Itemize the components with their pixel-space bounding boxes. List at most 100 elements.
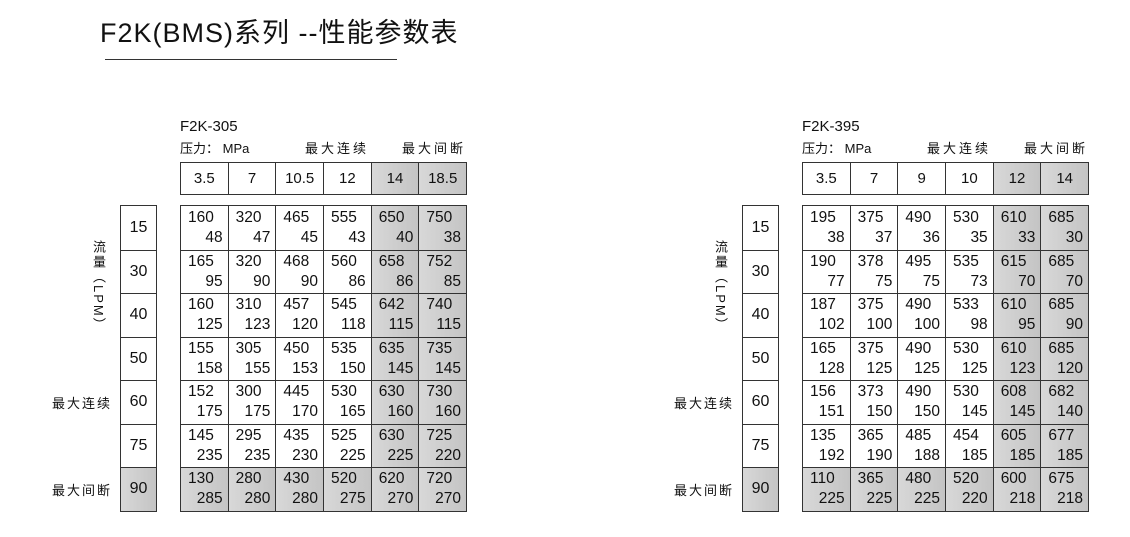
- cell-bottom-value: 35: [970, 228, 988, 246]
- table-cell: 642 115: [370, 294, 419, 337]
- cell-bottom-value: 160: [435, 403, 462, 421]
- cell-top-value: 468: [283, 252, 310, 270]
- max-intermittent-row-label: 最大间断: [674, 483, 735, 498]
- cell-bottom-value: 100: [914, 316, 941, 334]
- table-cell: 535 73: [945, 250, 993, 293]
- cell-bottom-value: 73: [970, 272, 988, 290]
- flow-cell: 75: [743, 423, 778, 468]
- table-cell: 320 47: [227, 206, 276, 250]
- cell-bottom-value: 185: [961, 446, 988, 464]
- cell-top-value: 195: [810, 208, 836, 226]
- table-cell: 365 190: [849, 424, 898, 467]
- cell-bottom-value: 120: [1057, 359, 1084, 377]
- cell-top-value: 152: [188, 383, 214, 401]
- cell-bottom-value: 270: [435, 490, 462, 508]
- table-cell: 145 235: [181, 425, 228, 468]
- cell-top-value: 600: [1000, 470, 1027, 488]
- cell-top-value: 630: [378, 426, 405, 444]
- cell-bottom-value: 86: [348, 272, 366, 290]
- cell-top-value: 675: [1048, 470, 1075, 488]
- table-cell: 365 225: [849, 468, 898, 511]
- table-cell: 608 145: [992, 381, 1041, 424]
- table-cell: 135 192: [803, 425, 850, 468]
- table-cell: 485 188: [897, 424, 945, 467]
- cell-top-value: 490: [905, 383, 932, 401]
- cell-top-value: 685: [1048, 252, 1075, 270]
- table-cell: 430 280: [275, 468, 324, 511]
- cell-top-value: 682: [1048, 383, 1075, 401]
- table-cell: 375 37: [849, 206, 898, 250]
- table-cell: 635 145: [370, 337, 419, 380]
- table-cell: 160 125: [181, 294, 228, 337]
- table-cell: 735 145: [418, 337, 466, 380]
- table-cell: 480 225: [897, 468, 946, 511]
- cell-top-value: 535: [953, 252, 979, 270]
- cell-bottom-value: 151: [818, 403, 845, 421]
- table-cell: 545 118: [323, 294, 371, 337]
- cell-top-value: 156: [810, 383, 836, 401]
- cell-bottom-value: 125: [961, 359, 988, 377]
- cell-top-value: 490: [905, 208, 932, 226]
- cell-top-value: 480: [905, 470, 932, 488]
- cell-top-value: 305: [235, 339, 262, 357]
- flow-cell: 50: [743, 336, 778, 381]
- table-cell: 530 125: [945, 337, 993, 380]
- table-cell: 190 77: [803, 251, 850, 294]
- table-row: 165 128 375 125 490 125 530 125 610 123 685 120: [803, 336, 1088, 380]
- cell-top-value: 280: [235, 470, 262, 488]
- cell-bottom-value: 38: [443, 228, 462, 246]
- cell-top-value: 320: [235, 252, 262, 270]
- table-cell: 305 155: [227, 337, 276, 380]
- cell-bottom-value: 225: [339, 446, 366, 464]
- cell-top-value: 165: [810, 339, 836, 357]
- table-row: 152 175 300 175 445 170 530 165 630 160 730 160: [181, 380, 466, 424]
- cell-bottom-value: 125: [866, 359, 893, 377]
- cell-bottom-value: 125: [196, 316, 223, 334]
- cell-top-value: 457: [283, 296, 310, 314]
- table-cell: 160 48: [181, 206, 228, 250]
- pressure-cell: 9: [897, 163, 945, 194]
- cell-top-value: 615: [1000, 252, 1027, 270]
- table-cell: 465 45: [275, 206, 323, 250]
- cell-top-value: 490: [905, 296, 932, 314]
- flow-cell: 90: [121, 467, 156, 511]
- cell-bottom-value: 185: [1057, 446, 1084, 464]
- cell-bottom-value: 275: [339, 490, 366, 508]
- flow-cell: 60: [121, 380, 156, 424]
- table-cell: 320 90: [227, 250, 276, 293]
- cell-bottom-value: 150: [914, 403, 941, 421]
- cell-top-value: 110: [810, 470, 835, 488]
- cell-top-value: 485: [905, 426, 932, 444]
- cell-top-value: 295: [235, 426, 262, 444]
- flow-cell: 30: [743, 249, 778, 294]
- cell-bottom-value: 85: [443, 272, 462, 290]
- cell-top-value: 373: [857, 383, 884, 401]
- table-cell: 195 38: [803, 206, 850, 250]
- table-cell: 650 40: [370, 206, 419, 250]
- cell-bottom-value: 150: [339, 359, 366, 377]
- cell-top-value: 545: [331, 296, 357, 314]
- cell-top-value: 555: [331, 208, 357, 226]
- flow-cell: 15: [129, 218, 148, 236]
- cell-top-value: 740: [426, 296, 453, 314]
- model-name: F2K-305: [180, 118, 238, 135]
- cell-bottom-value: 158: [196, 359, 223, 377]
- table-cell: 300 175: [227, 381, 276, 424]
- table-row: 165 95 320 90 468 90 560 86 658 86 752 85: [181, 249, 466, 293]
- cell-top-value: 520: [331, 470, 357, 488]
- cell-bottom-value: 100: [866, 316, 893, 334]
- cell-bottom-value: 230: [292, 446, 319, 464]
- table-cell: 630 160: [370, 381, 419, 424]
- cell-bottom-value: 36: [922, 228, 941, 246]
- cell-top-value: 630: [378, 383, 405, 401]
- table-cell: 605 185: [992, 424, 1041, 467]
- cell-bottom-value: 225: [866, 490, 893, 508]
- table-cell: 520 275: [323, 468, 371, 511]
- table-row: 190 77 378 75 495 75 535 73 615 70 685 70: [803, 249, 1088, 294]
- cell-bottom-value: 155: [244, 359, 271, 377]
- table-cell: 720 270: [418, 468, 466, 511]
- pressure-unit-label: 压力： MPa: [802, 141, 872, 156]
- cell-bottom-value: 43: [348, 228, 366, 246]
- pressure-cell: 7: [849, 163, 898, 194]
- table-row: 145 235 295 235 435 230 525 225 630 225 725 220: [181, 423, 466, 468]
